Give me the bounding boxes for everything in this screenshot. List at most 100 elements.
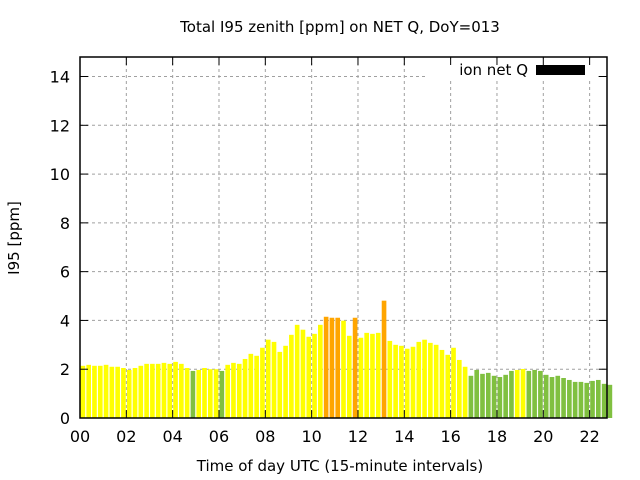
- bars: [80, 300, 613, 418]
- bar: [179, 363, 184, 418]
- bar: [312, 333, 317, 418]
- bar: [375, 332, 381, 418]
- bar: [254, 355, 259, 418]
- bar: [514, 369, 520, 418]
- bar: [485, 372, 491, 418]
- bar: [236, 363, 242, 418]
- bar: [335, 317, 341, 418]
- bar: [92, 365, 97, 418]
- bar: [491, 375, 497, 418]
- bar: [323, 316, 329, 418]
- bar: [207, 369, 213, 418]
- y-tick-label: 8: [60, 214, 70, 233]
- bar: [364, 332, 369, 418]
- bar: [173, 361, 178, 418]
- x-tick-label: 14: [394, 427, 414, 446]
- bar: [509, 370, 514, 418]
- bar: [358, 337, 364, 418]
- bar: [457, 359, 462, 418]
- bar: [109, 366, 115, 418]
- y-tick-label: 4: [60, 311, 70, 330]
- x-tick-label: 02: [116, 427, 136, 446]
- bar: [480, 373, 485, 418]
- y-axis-label: I95 [ppm]: [5, 201, 23, 275]
- bar: [184, 367, 190, 418]
- x-tick-label: 22: [579, 427, 599, 446]
- y-tick-label: 12: [50, 116, 70, 135]
- bar: [225, 364, 230, 418]
- bar: [393, 344, 398, 418]
- bar: [433, 344, 439, 418]
- bar: [97, 365, 103, 418]
- bar: [318, 324, 323, 418]
- bar: [213, 369, 219, 418]
- bar: [439, 349, 445, 418]
- bar: [289, 334, 294, 418]
- x-tick-label: 18: [487, 427, 507, 446]
- legend-background: [428, 59, 598, 81]
- bar: [126, 369, 132, 418]
- bar: [103, 364, 109, 418]
- bar: [497, 377, 503, 418]
- bar: [341, 320, 346, 418]
- bar: [503, 374, 508, 418]
- y-tick-label: 6: [60, 263, 70, 282]
- bar: [346, 335, 352, 418]
- bar: [387, 340, 393, 418]
- legend-label: ion net Q: [459, 61, 528, 79]
- bar: [543, 374, 549, 418]
- bar: [474, 369, 480, 418]
- bar: [161, 362, 167, 418]
- bar: [352, 317, 358, 418]
- bar: [595, 379, 601, 418]
- bar: [283, 345, 288, 418]
- bar: [404, 348, 410, 418]
- y-tick-label: 0: [60, 409, 70, 428]
- bar: [80, 365, 86, 418]
- bar: [445, 354, 451, 418]
- bar: [155, 363, 161, 418]
- bar: [202, 367, 207, 418]
- bar: [468, 375, 474, 418]
- x-tick-label: 04: [162, 427, 182, 446]
- bar: [306, 336, 312, 418]
- x-tick-label: 08: [255, 427, 275, 446]
- bar: [138, 365, 144, 418]
- bar: [242, 358, 248, 418]
- legend-swatch: [536, 65, 585, 75]
- bar: [601, 383, 607, 418]
- bar: [190, 370, 196, 418]
- bar: [121, 367, 126, 418]
- x-tick-label: 16: [440, 427, 460, 446]
- bar: [416, 341, 422, 418]
- x-tick-label: 06: [209, 427, 229, 446]
- bar: [561, 377, 566, 418]
- bar: [526, 370, 532, 418]
- bar: [370, 333, 375, 418]
- bar: [115, 366, 120, 418]
- y-tick-label: 14: [50, 68, 70, 87]
- x-tick-label: 12: [348, 427, 368, 446]
- bar: [572, 381, 578, 418]
- bar: [399, 345, 404, 418]
- bar: [144, 363, 149, 418]
- bar: [294, 324, 300, 418]
- x-tick-label: 10: [301, 427, 321, 446]
- bar: [555, 375, 561, 418]
- bar: [584, 382, 590, 418]
- bar: [300, 329, 306, 418]
- bar: [538, 370, 543, 418]
- bar: [578, 381, 584, 418]
- bar: [150, 363, 155, 418]
- bar: [549, 377, 555, 418]
- bar: [590, 380, 595, 418]
- bar: [132, 367, 138, 418]
- x-axis-label: Time of day UTC (15-minute intervals): [196, 457, 483, 475]
- bar: [167, 363, 173, 418]
- y-tick-label: 10: [50, 165, 70, 184]
- bar: [248, 353, 254, 418]
- bar: [532, 369, 537, 418]
- bar: [462, 366, 468, 418]
